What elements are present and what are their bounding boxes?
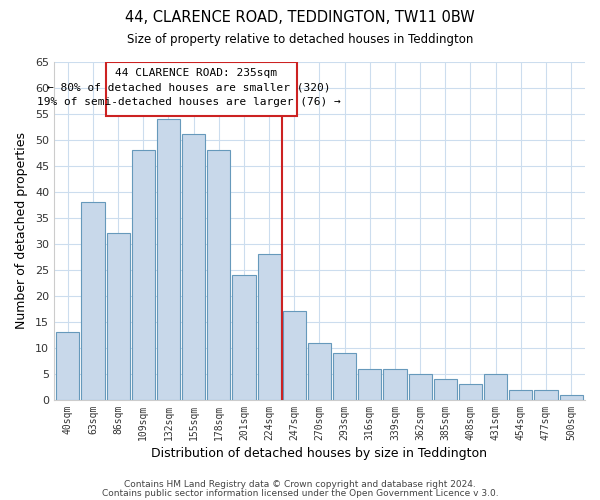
Text: Contains public sector information licensed under the Open Government Licence v : Contains public sector information licen…: [101, 488, 499, 498]
Bar: [560, 394, 583, 400]
Bar: [333, 353, 356, 400]
Bar: [434, 379, 457, 400]
FancyBboxPatch shape: [106, 62, 297, 116]
Bar: [82, 202, 104, 400]
Y-axis label: Number of detached properties: Number of detached properties: [15, 132, 28, 329]
Text: 44, CLARENCE ROAD, TEDDINGTON, TW11 0BW: 44, CLARENCE ROAD, TEDDINGTON, TW11 0BW: [125, 10, 475, 25]
Bar: [308, 342, 331, 400]
Text: ← 80% of detached houses are smaller (320): ← 80% of detached houses are smaller (32…: [47, 82, 331, 92]
Text: 19% of semi-detached houses are larger (76) →: 19% of semi-detached houses are larger (…: [37, 97, 340, 107]
Bar: [107, 234, 130, 400]
Bar: [182, 134, 205, 400]
Bar: [409, 374, 432, 400]
Bar: [484, 374, 507, 400]
Bar: [509, 390, 532, 400]
Bar: [535, 390, 557, 400]
Bar: [132, 150, 155, 400]
Bar: [157, 119, 180, 400]
Bar: [383, 368, 407, 400]
Bar: [358, 368, 382, 400]
Text: 44 CLARENCE ROAD: 235sqm: 44 CLARENCE ROAD: 235sqm: [115, 68, 277, 78]
X-axis label: Distribution of detached houses by size in Teddington: Distribution of detached houses by size …: [151, 447, 487, 460]
Bar: [459, 384, 482, 400]
Bar: [257, 254, 281, 400]
Text: Size of property relative to detached houses in Teddington: Size of property relative to detached ho…: [127, 32, 473, 46]
Bar: [283, 312, 306, 400]
Text: Contains HM Land Registry data © Crown copyright and database right 2024.: Contains HM Land Registry data © Crown c…: [124, 480, 476, 489]
Bar: [232, 275, 256, 400]
Bar: [207, 150, 230, 400]
Bar: [56, 332, 79, 400]
